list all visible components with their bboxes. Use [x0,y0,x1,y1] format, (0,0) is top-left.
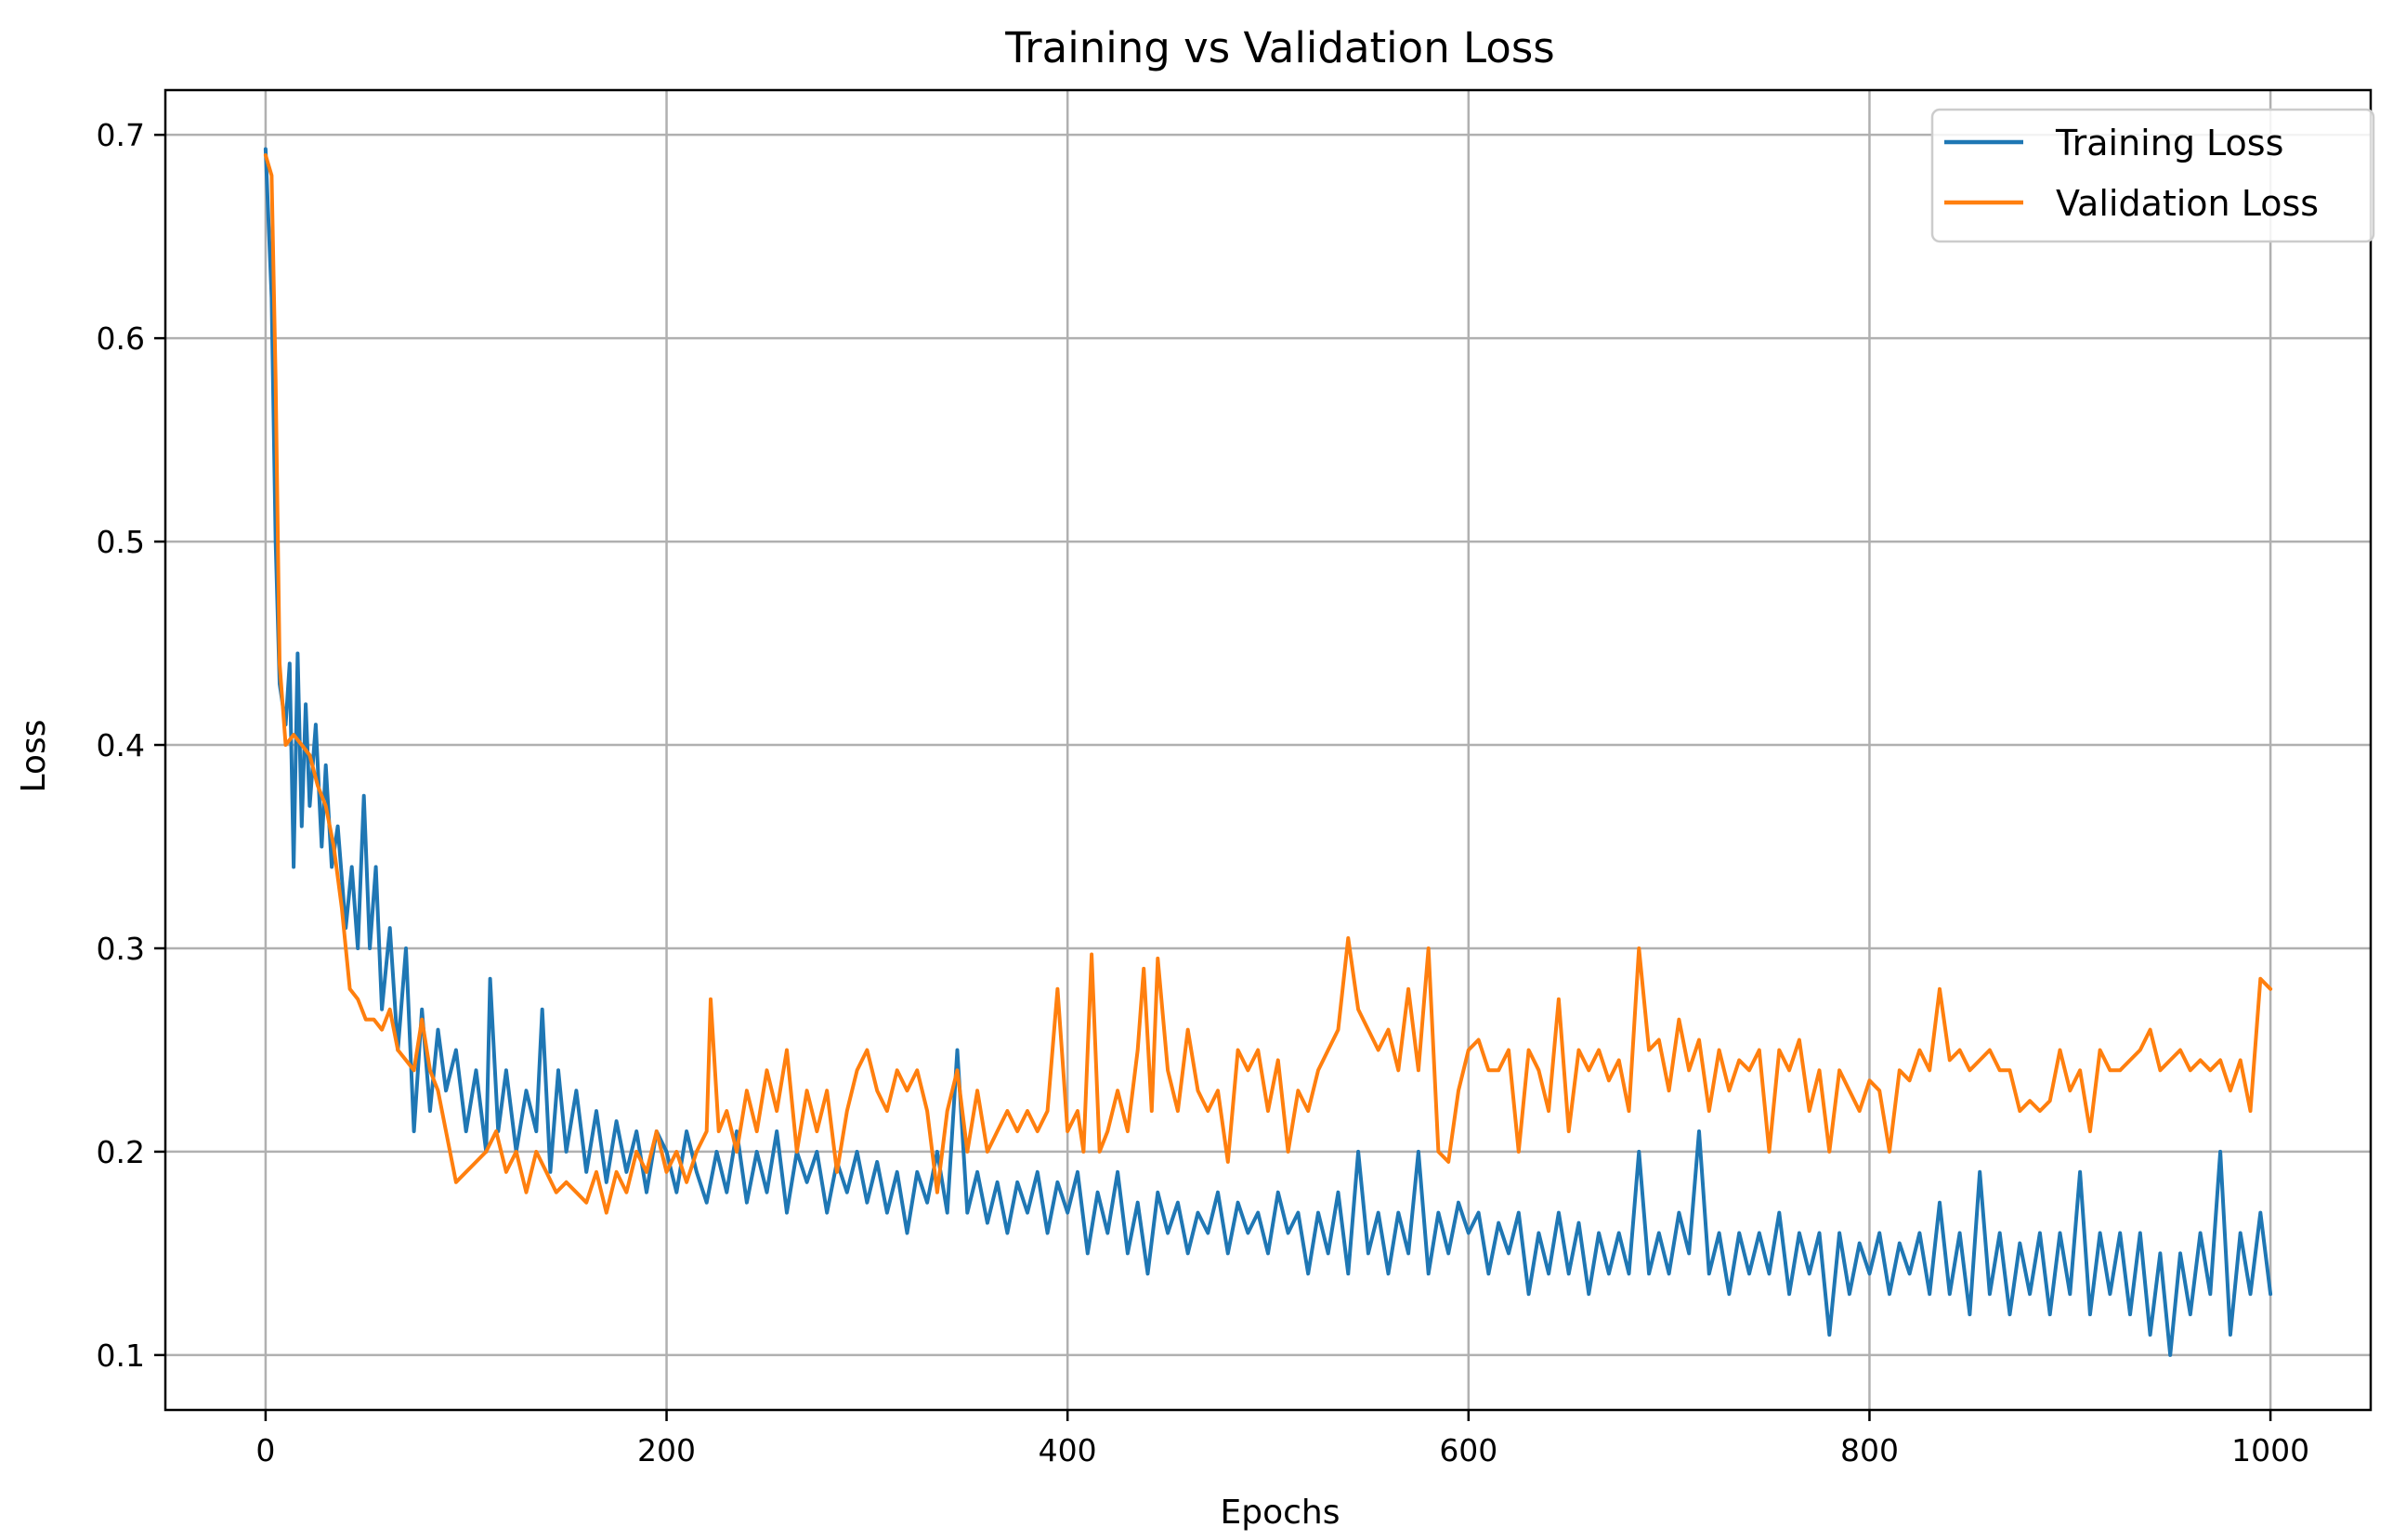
plot-frame [163,88,2373,1412]
x-tick-label: 800 [1840,1432,1899,1468]
y-axis-label: Loss [15,720,53,793]
y-tick-label: 0.7 [97,117,145,153]
y-tick-label: 0.6 [97,320,145,357]
series-layer [263,147,2273,1357]
chart-title: Training vs Validation Loss [1004,23,1554,72]
x-tick-label: 200 [637,1432,696,1468]
y-tick-label: 0.2 [97,1134,145,1170]
x-tick-label: 1000 [2231,1432,2309,1468]
ticks: 0 200 400 600 800 1000 0.1 0.2 0.3 0.4 0.5 0.6 0.7 [97,117,2310,1468]
series-line-validation-loss [263,153,2273,1215]
y-tick-label: 0.1 [97,1338,145,1374]
grid [165,90,2371,1410]
x-tick-label: 600 [1439,1432,1497,1468]
y-tick-label: 0.4 [97,727,145,763]
x-tick-label: 400 [1039,1432,1097,1468]
y-tick-label: 0.5 [97,524,145,560]
x-tick-label: 0 [255,1432,275,1468]
x-axis-label: Epochs [1221,1494,1340,1532]
legend-box [1930,108,2375,243]
y-tick-label: 0.3 [97,931,145,967]
series-line-training-loss [263,147,2273,1357]
legend-label-validation-loss: Validation Loss [2056,183,2319,224]
legend: Training Loss Validation Loss [1930,108,2375,243]
legend-label-training-loss: Training Loss [2055,123,2283,163]
